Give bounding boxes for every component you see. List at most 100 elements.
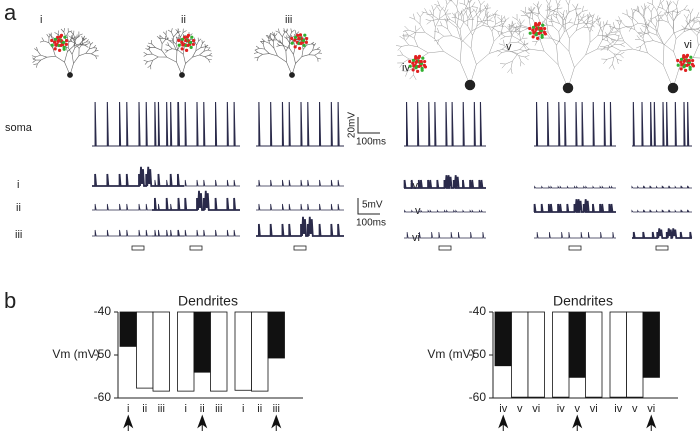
synapse (417, 54, 422, 58)
synapse (540, 35, 544, 39)
synapse (59, 33, 64, 37)
x-tick-label: i (185, 403, 187, 415)
dendrite-tree (599, 0, 700, 89)
trace (403, 175, 486, 189)
bar (251, 311, 269, 392)
synapse (305, 36, 309, 41)
cell-label: v (506, 41, 512, 53)
trace (92, 101, 184, 147)
neuron (253, 28, 322, 78)
y-tick-label: -40 (469, 304, 487, 318)
synapse (54, 43, 58, 47)
neuron (143, 28, 213, 78)
synapse (680, 63, 684, 67)
trace (632, 101, 692, 147)
stimulus-bar (655, 245, 669, 251)
synapse (296, 33, 300, 37)
synapse (679, 57, 684, 61)
soma (667, 82, 679, 94)
synapse (50, 38, 54, 43)
synapse (408, 64, 412, 68)
synapse (416, 69, 420, 73)
trace-label: iv (410, 180, 418, 192)
synapse (180, 47, 184, 51)
y-axis-label: Vm (mV) (52, 347, 99, 361)
synapse (62, 47, 66, 51)
trace (632, 228, 693, 239)
bar (494, 311, 512, 367)
trace (256, 216, 344, 237)
synapse (679, 60, 683, 64)
stimulus-bar (189, 245, 203, 251)
chart-title: Dendrites (178, 293, 238, 309)
trace-label: i (17, 179, 19, 191)
synapse (298, 33, 303, 37)
y-tick-label: -60 (94, 390, 112, 404)
bar (609, 311, 627, 398)
synapse (185, 48, 189, 52)
synapse (56, 35, 60, 39)
arrow (498, 414, 509, 431)
cell-label: ii (181, 14, 186, 26)
scale-label: 100ms (356, 218, 386, 229)
synapse (411, 58, 416, 62)
synapse (303, 33, 307, 37)
bar (193, 311, 211, 373)
synapse (411, 61, 415, 65)
trace (92, 203, 184, 211)
synapse (682, 65, 686, 69)
trace (631, 209, 692, 213)
x-tick-label: i (127, 403, 129, 415)
synapse (186, 33, 191, 37)
synapse (58, 48, 62, 52)
synapse (177, 38, 181, 43)
synapse (541, 23, 545, 27)
scale-bar: 20mV 100ms 5mV 100ms (347, 112, 386, 229)
synapse (293, 35, 298, 39)
x-tick-label: i (242, 403, 244, 415)
synapse (293, 38, 297, 42)
synapse (290, 41, 294, 45)
synapse (687, 58, 691, 63)
arrow (197, 414, 208, 431)
synapse (180, 37, 185, 41)
synapse (679, 67, 683, 71)
synapse (290, 36, 294, 41)
x-tick-label: ii (200, 403, 205, 415)
trace (534, 231, 616, 239)
x-tick-label: v (517, 403, 523, 415)
trace (256, 203, 344, 211)
synapse (53, 40, 57, 44)
y-tick-label: -40 (94, 304, 112, 318)
synapse (534, 21, 538, 26)
synapse (532, 31, 536, 35)
neuron (395, 0, 531, 91)
arrow (123, 414, 134, 431)
synapse (184, 38, 188, 43)
trace (534, 185, 616, 189)
soma (179, 72, 185, 78)
synapse (64, 42, 68, 46)
x-tick-label: iv (614, 403, 622, 415)
trace-label: v (415, 205, 421, 217)
y-tick-label: -50 (94, 347, 112, 361)
bar (511, 311, 529, 398)
bar (136, 311, 154, 389)
trace (404, 101, 486, 147)
cell-label: iv (402, 62, 410, 74)
soma (562, 82, 574, 94)
synapse (528, 31, 532, 35)
scale-label: 20mV (347, 112, 358, 138)
y-tick-label: -50 (469, 347, 487, 361)
synapse (414, 66, 418, 70)
synapse (190, 35, 194, 39)
y-tick-label: -60 (469, 390, 487, 404)
synapse (293, 45, 297, 49)
arrow (572, 414, 583, 431)
illustration (31, 0, 700, 251)
scale-label: 100ms (356, 137, 386, 148)
synapse (536, 36, 540, 40)
synapse (534, 33, 538, 37)
synapse (534, 27, 538, 31)
